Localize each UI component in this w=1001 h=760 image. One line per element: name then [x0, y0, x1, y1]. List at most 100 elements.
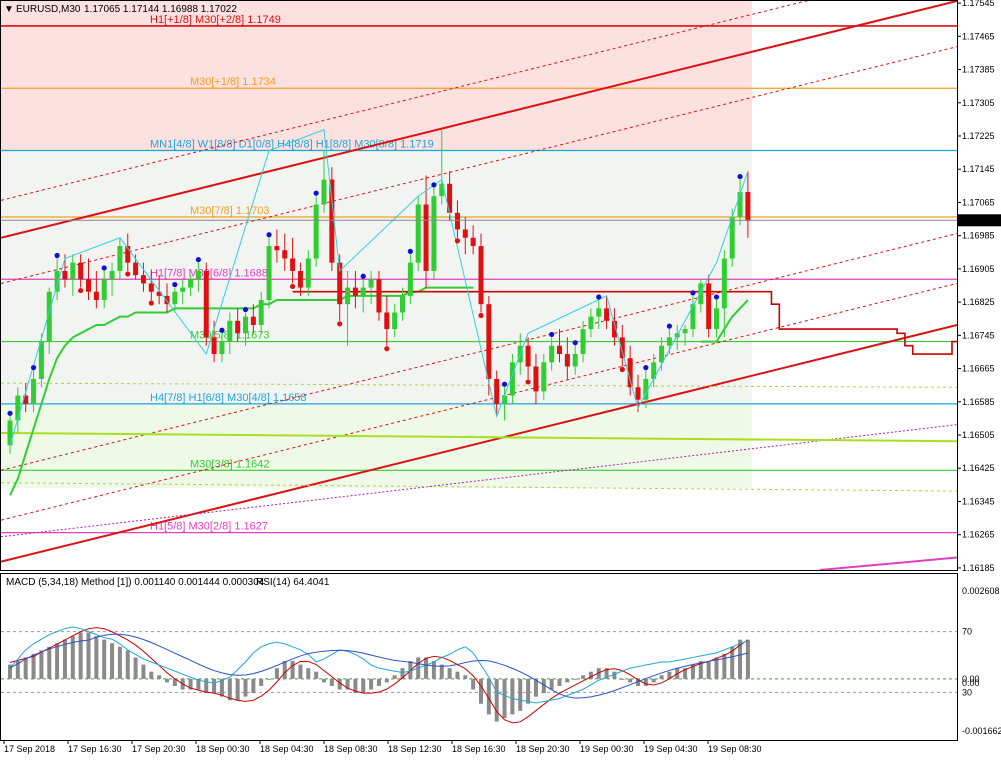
macd-bar: [557, 678, 562, 686]
candle-body: [462, 229, 468, 238]
candle-body: [454, 212, 460, 230]
rsi-line: [9, 626, 749, 704]
candle-body: [486, 304, 492, 379]
indicator-tick-label: 70: [962, 627, 972, 637]
candle-body: [195, 270, 201, 280]
macd-bar: [392, 675, 397, 679]
mid-zone-shading: [1, 150, 752, 404]
fractal-dot: [596, 294, 602, 300]
macd-bar: [369, 678, 374, 690]
macd-bar: [55, 643, 60, 679]
candle-body: [698, 283, 704, 305]
candle-body: [235, 320, 241, 334]
macd-bar: [667, 671, 672, 679]
candle-body: [148, 283, 154, 292]
fractal-dot: [407, 248, 413, 254]
candle-body: [415, 204, 421, 263]
macd-bar: [447, 668, 452, 679]
macd-bar: [541, 678, 546, 694]
macd-bar: [353, 678, 358, 694]
macd-bar: [518, 678, 523, 711]
fractal-dot: [195, 257, 201, 263]
candle-body: [384, 312, 390, 330]
yellowgreen-ma-line: [1, 431, 957, 443]
candle-body: [478, 246, 484, 305]
candle-body: [188, 279, 194, 288]
level-label: M30[7/8] 1.1703: [190, 205, 270, 217]
current-price-label: 1.17022: [962, 215, 995, 225]
macd-bar: [588, 671, 593, 679]
macd-bar: [533, 678, 538, 697]
fractal-dot: [337, 321, 343, 327]
window-menu-icon[interactable]: ▼: [4, 4, 14, 15]
candle-body: [140, 275, 146, 284]
time-tick-label: 19 Sep 00:30: [580, 744, 634, 754]
price-tick-label: 1.16745: [962, 330, 995, 340]
candle-body: [31, 378, 37, 404]
price-tick-label: 1.16505: [962, 430, 995, 440]
candle-body: [313, 204, 319, 259]
candle-body: [494, 378, 500, 404]
candle-body: [258, 300, 264, 325]
candle-body: [525, 345, 531, 367]
candle-body: [23, 395, 29, 404]
candle-body: [666, 337, 672, 346]
macd-bar: [62, 639, 67, 679]
candle-body: [706, 283, 712, 330]
price-tick-label: 1.16185: [962, 563, 995, 573]
macd-bar: [8, 664, 12, 679]
candle-body: [345, 287, 351, 305]
candle-body: [117, 246, 123, 271]
zigzag-line: [9, 129, 749, 446]
macd-bar: [290, 661, 295, 679]
macd-bar: [70, 636, 75, 679]
price-tick-label: 1.17385: [962, 65, 995, 75]
macd-bar: [471, 678, 476, 690]
macd-bar: [738, 639, 743, 679]
fractal-dot: [737, 173, 743, 180]
candle-body: [533, 366, 539, 392]
fractal-dot: [713, 294, 720, 300]
macd-bar: [510, 678, 515, 715]
candle-body: [604, 308, 610, 321]
macd-bar: [361, 678, 366, 694]
macd-bar: [157, 675, 162, 679]
current-price-box: [957, 214, 1001, 227]
macd-bar: [165, 678, 169, 683]
macd-bar: [39, 650, 44, 679]
candle-body: [203, 270, 209, 338]
channel-upper-line: [1, 1, 957, 239]
price-tick-label: 1.17225: [962, 131, 995, 141]
indicator-tick-label: 0.00: [962, 674, 980, 684]
candle-body: [376, 279, 382, 313]
candle-body: [745, 192, 751, 222]
macd-bar: [636, 678, 640, 686]
level-label: H4[7/8] H1[6/8] M30[4/8] 1.1658: [150, 392, 307, 404]
fractal-dot: [7, 410, 13, 416]
macd-bar: [204, 678, 209, 694]
macd-bar: [494, 678, 499, 722]
macd-bar: [698, 661, 703, 679]
macd-bar: [133, 657, 138, 679]
fractal-dot: [666, 323, 673, 329]
channel-dashed-line: [1, 282, 957, 521]
candle-body: [368, 279, 374, 288]
price-tick-label: 1.17305: [962, 98, 995, 108]
candle-body: [737, 192, 743, 217]
macd-bar: [172, 678, 177, 686]
macd-bar: [714, 657, 719, 679]
macd-bar: [235, 678, 240, 701]
channel-dashed-line: [1, 1, 809, 201]
time-tick-label: 17 Sep 16:30: [68, 744, 122, 754]
price-tick-label: 1.16585: [962, 397, 995, 407]
price-tick-label: 1.17145: [962, 164, 995, 174]
macd-bar: [306, 668, 311, 679]
fractal-dot: [549, 331, 555, 338]
macd-bar: [431, 661, 436, 679]
candle-body: [93, 291, 99, 301]
macd-signal-line: [9, 627, 749, 724]
candle-body: [164, 295, 170, 305]
candle-body: [70, 262, 76, 280]
fractal-dot: [572, 340, 578, 346]
